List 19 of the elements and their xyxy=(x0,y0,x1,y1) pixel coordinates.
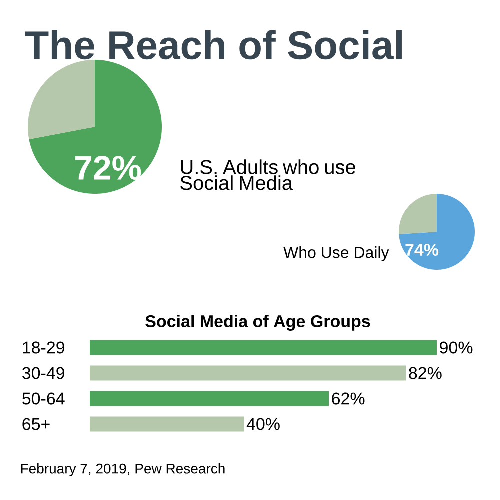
y-tick-label: 18-29 xyxy=(23,342,65,354)
data-label: 72% xyxy=(75,156,142,180)
bar xyxy=(90,391,330,406)
text: Who Use Daily xyxy=(284,246,390,262)
data-label: 74% xyxy=(406,244,439,256)
bar xyxy=(90,366,406,381)
data-label: 82% xyxy=(409,367,442,380)
text: February 7, 2019, Pew Research xyxy=(21,463,225,477)
data-label: 90% xyxy=(440,342,473,354)
data-label: 62% xyxy=(332,392,365,405)
bar xyxy=(90,340,438,356)
data-label: 40% xyxy=(246,418,280,430)
y-tick-label: 50-64 xyxy=(22,392,65,405)
chart-title: Social Media of Age Groups xyxy=(146,315,370,331)
y-tick-label: 65+ xyxy=(22,418,50,430)
text: U.S. Adults who use Social Media xyxy=(180,160,356,190)
chart-title: The Reach of Social xyxy=(25,30,402,60)
bar xyxy=(90,416,244,432)
y-tick-label: 30-49 xyxy=(22,367,65,380)
